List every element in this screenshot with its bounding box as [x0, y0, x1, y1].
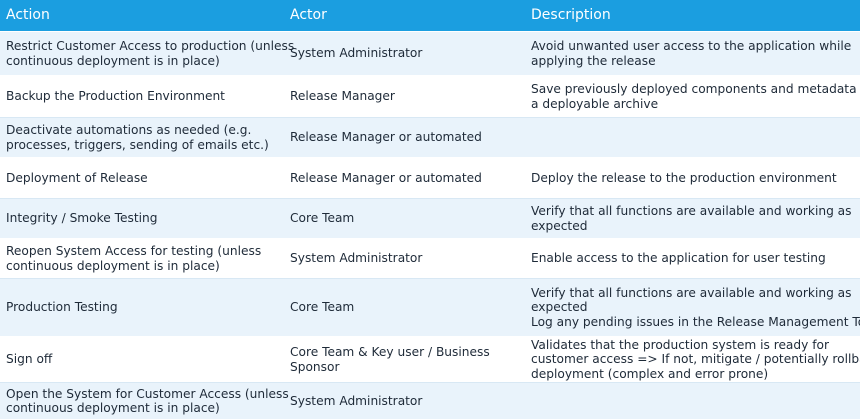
cell-text: Release Manager or automated: [290, 170, 482, 185]
cell-text: System Administrator: [290, 393, 423, 408]
cell-text: Integrity / Smoke Testing: [6, 211, 158, 226]
table-cell: Deploy the release to the production env…: [531, 158, 837, 198]
table-cell: Sign off: [6, 337, 52, 382]
table-cell: Avoid unwanted user access to the applic…: [531, 32, 851, 75]
cell-text: Sponsor: [290, 359, 340, 374]
cell-text: Save previously deployed components and …: [531, 82, 860, 96]
cell-text: Verify that all functions are available …: [531, 285, 852, 300]
table-row: Sign off Core Team & Key user / Business S…: [0, 337, 860, 383]
cell-text: Release Manager: [290, 89, 395, 104]
cell-text: processes, triggers, sending of emails e…: [6, 137, 269, 152]
header-row: Action Actor Description: [0, 0, 860, 32]
cell-text: Core Team & Key user / Business: [290, 345, 490, 359]
cell-text: applying the release: [531, 53, 656, 68]
table-cell: Release Manager or automated: [290, 158, 482, 198]
table-cell: Backup the Production Environment: [6, 76, 225, 117]
cell-text: Core Team: [290, 211, 355, 226]
cell-text: Production Testing: [6, 300, 118, 315]
cell-text: expected: [531, 218, 588, 233]
table-cell: Release Manager: [290, 76, 395, 117]
cell-text: Core Team: [290, 300, 355, 315]
cell-text: System Administrator: [290, 46, 423, 61]
table-cell: Reopen System Access for testing (unless…: [6, 239, 261, 278]
cell-text: Deploy the release to the production env…: [531, 170, 837, 185]
cell-text: Enable access to the application for use…: [531, 251, 826, 266]
table-cell: Validates that the production system is …: [531, 337, 860, 382]
table-row: Reopen System Access for testing (unless…: [0, 239, 860, 279]
cell-text: continuous deployment is in place): [6, 258, 220, 273]
cell-text: Release Manager or automated: [290, 130, 482, 145]
cell-text: Avoid unwanted user access to the applic…: [531, 39, 852, 53]
table-cell: Integrity / Smoke Testing: [6, 199, 157, 238]
table-cell: Restrict Customer Access to production (…: [6, 32, 294, 75]
table-row: Restrict Customer Access to production (…: [0, 32, 860, 76]
table-cell: Core Team: [290, 199, 354, 238]
cell-text: System Administrator: [290, 251, 423, 266]
table-cell: Verify that all functions are available …: [531, 279, 860, 336]
table-cell: System Administrator: [290, 239, 422, 278]
cell-text: customer access => If not, mitigate / po…: [531, 352, 860, 367]
table-cell: Save previously deployed components and …: [531, 76, 860, 117]
cell-text: a deployable archive: [531, 96, 659, 111]
table-cell: Open the System for Customer Access (unl…: [6, 383, 289, 419]
cell-text: continuous deployment is in place): [6, 53, 220, 68]
table-cell: Production Testing: [6, 279, 118, 336]
table-row: Integrity / Smoke Testing Core Team Verify…: [0, 199, 860, 239]
table-cell: Core Team: [290, 279, 354, 336]
table-cell: System Administrator: [290, 383, 422, 419]
table-cell: Verify that all functions are available …: [531, 199, 852, 238]
table-cell: Enable access to the application for use…: [531, 239, 826, 278]
cell-text: Deployment of Release: [6, 170, 148, 185]
header-cell: Description: [531, 7, 611, 24]
cell-text: Reopen System Access for testing (unless: [6, 244, 262, 258]
cell-text: Sign off: [6, 352, 53, 367]
cell-text: Verify that all functions are available …: [531, 204, 852, 218]
table-row: Deployment of Release Release Manager or …: [0, 158, 860, 199]
table-row: Open the System for Customer Access (unl…: [0, 383, 860, 420]
header-cell: Actor: [290, 7, 327, 24]
cell-text: Backup the Production Environment: [6, 89, 225, 104]
table-cell: System Administrator: [290, 32, 422, 75]
cell-text: continuous deployment is in place): [6, 401, 220, 415]
table-row: Production Testing Core Team Verify that a…: [0, 279, 860, 337]
cell-text: deployment (complex and error prone): [531, 366, 769, 381]
table-cell: Deployment of Release: [6, 158, 148, 198]
header-cell: Action: [6, 7, 50, 24]
cell-text: Validates that the production system is …: [531, 337, 829, 352]
cell-text: expected: [531, 300, 588, 315]
cell-text: Log any pending issues in the Release Ma…: [531, 314, 860, 329]
cell-text: Deactivate automations as needed (e.g.: [6, 123, 252, 137]
table-cell: Core Team & Key user / Business Sponsor: [290, 337, 490, 382]
table-cell: Release Manager or automated: [290, 118, 482, 157]
table-row: Deactivate automations as needed (e.g. pr…: [0, 118, 860, 158]
table-row: Backup the Production Environment Release…: [0, 76, 860, 118]
cell-text: Restrict Customer Access to production (…: [6, 39, 295, 53]
cell-text: Open the System for Customer Access (unl…: [6, 386, 289, 401]
table-cell: Deactivate automations as needed (e.g. pr…: [6, 118, 269, 157]
